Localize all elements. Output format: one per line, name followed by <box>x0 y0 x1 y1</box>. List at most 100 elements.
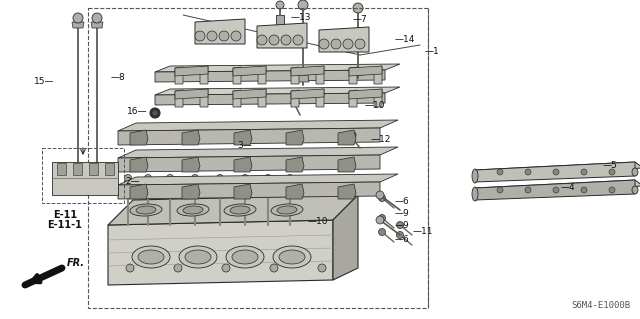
Polygon shape <box>182 130 200 145</box>
Ellipse shape <box>293 35 303 45</box>
Circle shape <box>318 264 326 272</box>
Polygon shape <box>182 184 200 199</box>
Bar <box>42 148 124 203</box>
Polygon shape <box>130 157 148 172</box>
Ellipse shape <box>472 169 478 183</box>
Ellipse shape <box>279 250 305 264</box>
Polygon shape <box>286 130 304 145</box>
Polygon shape <box>233 67 241 84</box>
Polygon shape <box>234 130 252 145</box>
Circle shape <box>298 0 308 10</box>
Circle shape <box>342 187 352 197</box>
Polygon shape <box>234 157 252 172</box>
Circle shape <box>581 187 587 193</box>
Circle shape <box>238 133 248 143</box>
Circle shape <box>230 24 236 30</box>
Text: FR.: FR. <box>67 258 85 268</box>
Text: —8: —8 <box>111 73 125 83</box>
Polygon shape <box>257 23 307 48</box>
Circle shape <box>553 187 559 193</box>
Circle shape <box>609 187 615 193</box>
Polygon shape <box>73 163 82 175</box>
Circle shape <box>186 133 196 143</box>
Circle shape <box>264 174 271 182</box>
Text: 2—: 2— <box>125 177 140 187</box>
Ellipse shape <box>226 246 264 268</box>
Polygon shape <box>155 87 400 95</box>
Polygon shape <box>175 90 183 107</box>
Polygon shape <box>91 22 103 28</box>
Polygon shape <box>258 89 266 107</box>
Circle shape <box>150 108 160 118</box>
Ellipse shape <box>207 31 217 41</box>
Ellipse shape <box>132 246 170 268</box>
Circle shape <box>186 160 196 170</box>
Polygon shape <box>475 162 635 182</box>
Circle shape <box>241 174 248 182</box>
Circle shape <box>292 28 298 34</box>
Polygon shape <box>118 182 380 199</box>
Circle shape <box>376 216 384 224</box>
Polygon shape <box>374 66 382 84</box>
Polygon shape <box>475 180 640 194</box>
Ellipse shape <box>331 39 341 49</box>
Text: —1: —1 <box>425 48 440 56</box>
Text: —9: —9 <box>395 220 410 229</box>
Text: —14: —14 <box>395 35 415 44</box>
Circle shape <box>73 13 83 23</box>
Polygon shape <box>118 147 398 158</box>
Polygon shape <box>89 163 98 175</box>
Circle shape <box>354 32 360 38</box>
Polygon shape <box>52 162 118 195</box>
Polygon shape <box>349 67 357 84</box>
Circle shape <box>353 3 363 13</box>
Circle shape <box>497 169 503 175</box>
Polygon shape <box>182 157 200 172</box>
Text: —10: —10 <box>365 100 385 109</box>
Ellipse shape <box>269 35 279 45</box>
Polygon shape <box>118 128 380 145</box>
Circle shape <box>342 160 352 170</box>
Polygon shape <box>130 184 148 199</box>
Polygon shape <box>291 66 324 76</box>
Text: E-11-1: E-11-1 <box>47 220 83 230</box>
Ellipse shape <box>230 206 250 214</box>
Circle shape <box>397 221 403 228</box>
Text: —4: —4 <box>561 183 575 192</box>
Ellipse shape <box>632 186 638 194</box>
Circle shape <box>290 160 300 170</box>
Polygon shape <box>349 66 382 76</box>
Polygon shape <box>155 93 385 105</box>
Ellipse shape <box>355 39 365 49</box>
Text: —6: —6 <box>395 197 410 206</box>
Text: —13: —13 <box>291 13 312 23</box>
Polygon shape <box>155 64 400 72</box>
Polygon shape <box>234 184 252 199</box>
Ellipse shape <box>224 204 256 216</box>
Circle shape <box>328 32 334 38</box>
Text: —12: —12 <box>371 136 392 145</box>
Text: 3—: 3— <box>237 140 252 150</box>
Circle shape <box>222 264 230 272</box>
Circle shape <box>174 264 182 272</box>
Polygon shape <box>118 174 398 185</box>
Circle shape <box>186 187 196 197</box>
Polygon shape <box>338 184 356 199</box>
Polygon shape <box>475 180 635 200</box>
Circle shape <box>497 187 503 193</box>
Ellipse shape <box>183 206 203 214</box>
Polygon shape <box>91 165 103 170</box>
Circle shape <box>266 28 272 34</box>
Circle shape <box>126 264 134 272</box>
Circle shape <box>270 264 278 272</box>
Ellipse shape <box>632 168 638 176</box>
Polygon shape <box>349 89 382 99</box>
Circle shape <box>191 174 198 182</box>
Circle shape <box>581 169 587 175</box>
Polygon shape <box>333 195 358 280</box>
Circle shape <box>348 131 356 139</box>
Polygon shape <box>291 67 299 84</box>
Text: —7: —7 <box>353 16 368 25</box>
Polygon shape <box>349 90 357 107</box>
Polygon shape <box>258 66 266 84</box>
